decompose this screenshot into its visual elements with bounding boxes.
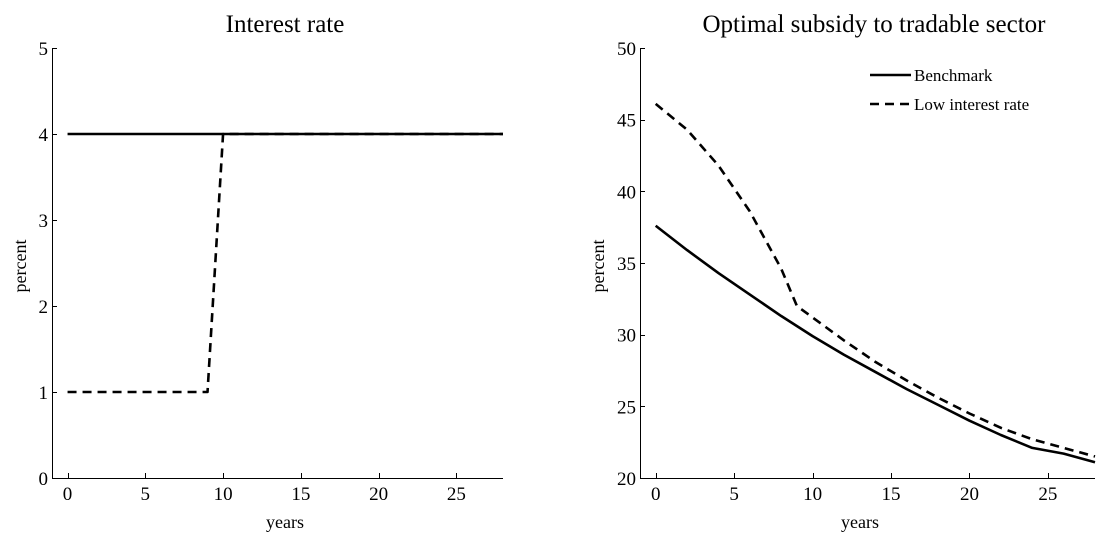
left-chart-x-tick-label: 25 — [447, 484, 466, 505]
right-chart-x-tick-label: 25 — [1038, 484, 1057, 505]
left-chart-y-tick-label: 2 — [39, 297, 49, 318]
right-chart-x-tick-label: 0 — [651, 484, 661, 505]
right-chart-x-tick-label: 5 — [729, 484, 739, 505]
right-chart-x-tick-label: 20 — [960, 484, 979, 505]
left-chart-plot-lines — [67, 132, 503, 394]
left-chart-x-tick-label: 10 — [214, 484, 233, 505]
right-chart-x-axis-label: years — [841, 512, 879, 532]
right-chart-y-tick-label: 40 — [617, 182, 636, 203]
left-chart-y-tick-label: 3 — [39, 211, 49, 232]
left-chart-y-tick-label: 5 — [39, 39, 49, 60]
right-chart-y-axis-label: percent — [588, 240, 608, 293]
right-chart-legend: Benchmark Low interest rate — [870, 66, 1029, 114]
left-chart-axes — [52, 48, 503, 479]
right-chart-x-tick-label: 15 — [882, 484, 901, 505]
right-chart-y-tick-label: 45 — [617, 111, 636, 132]
right-chart-y-tick-label: 30 — [617, 326, 636, 347]
left-chart-ticks: 0 5 10 15 20 25 0 1 2 3 4 5 — [39, 39, 466, 505]
left-chart-x-tick-label: 15 — [291, 484, 310, 505]
left-chart-series-dashed-line — [67, 132, 503, 394]
right-chart-plot-lines — [654, 102, 1096, 464]
right-chart-title: Optimal subsidy to tradable sector — [703, 11, 1047, 38]
right-chart-y-tick-label: 50 — [617, 39, 636, 60]
left-chart-y-tick-label: 0 — [39, 469, 49, 490]
left-chart-y-tick-label: 1 — [39, 383, 49, 404]
legend-low-interest-rate-label: Low interest rate — [914, 95, 1029, 114]
right-chart-panel: Optimal subsidy to tradable sector perce… — [588, 11, 1096, 532]
right-chart-ticks: 0 5 10 15 20 25 20 25 30 35 40 45 50 — [617, 39, 1057, 505]
left-chart-panel: Interest rate percent years 0 5 10 15 20 2501… — [10, 11, 503, 532]
left-chart-title: Interest rate — [226, 11, 345, 38]
left-chart-x-tick-label: 0 — [63, 484, 73, 505]
legend-benchmark-label: Benchmark — [914, 66, 993, 85]
right-chart-y-tick-label: 25 — [617, 397, 636, 418]
right-chart-series-benchmark — [654, 224, 1096, 464]
left-chart-x-tick-label: 5 — [141, 484, 151, 505]
left-chart-x-tick-label: 20 — [369, 484, 388, 505]
left-chart-y-tick-label: 4 — [39, 125, 49, 146]
right-chart-series-low-interest-rate — [654, 102, 1096, 458]
right-chart-y-tick-label: 20 — [617, 469, 636, 490]
left-chart-y-axis-label: percent — [10, 240, 30, 293]
right-chart-y-tick-label: 35 — [617, 254, 636, 275]
left-chart-x-axis-label: years — [266, 512, 304, 532]
right-chart-x-tick-label: 10 — [803, 484, 822, 505]
